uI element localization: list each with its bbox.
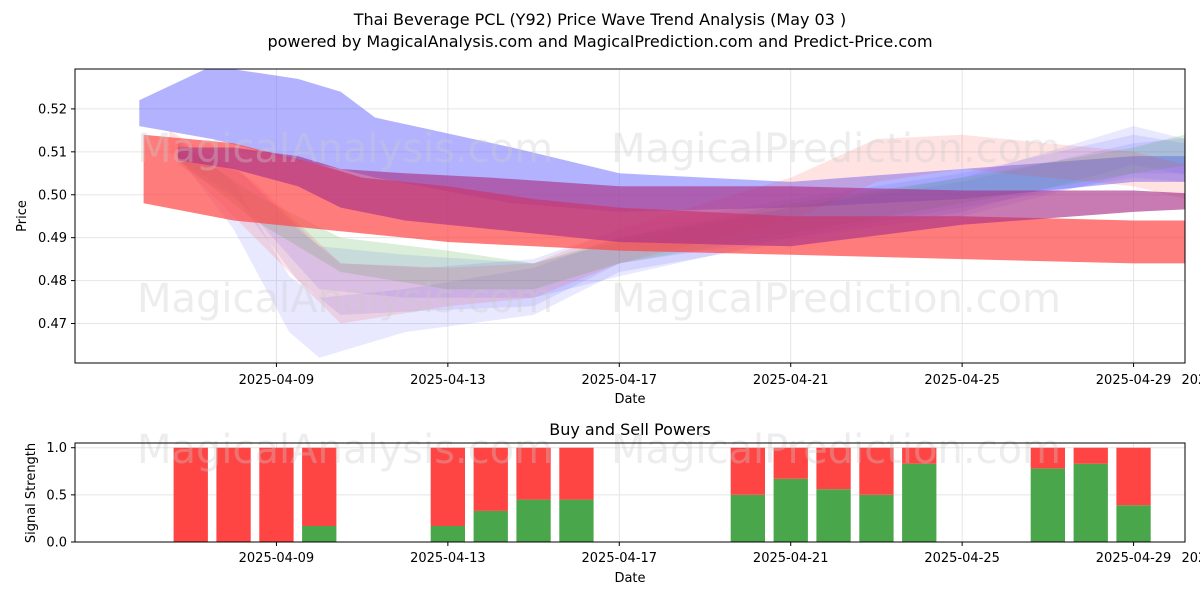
signal-xtick-label: 2025-04-25	[924, 551, 1000, 566]
sell-bar	[773, 447, 808, 479]
watermark-top-left: MagicalAnalysis.com	[137, 126, 553, 172]
buy-bar	[773, 478, 808, 542]
signal-chart-frame	[74, 442, 1186, 543]
buy-bar	[559, 499, 594, 542]
price-ytick-label: 0.49	[38, 231, 67, 246]
price-xtick-label: 2025-04-25	[924, 373, 1000, 388]
signal-xtick-label: 2025-04-29	[1096, 551, 1172, 566]
sell-bar	[173, 447, 208, 542]
buy-bar	[516, 499, 551, 542]
price-ytick-label: 0.50	[38, 188, 67, 203]
sell-bar	[816, 447, 851, 490]
watermark-mid-left: MagicalAnalysis.com	[137, 276, 553, 322]
signal-chart-xlabel: Date	[614, 571, 645, 586]
watermark-top-right: MagicalPrediction.com	[611, 126, 1061, 172]
price-chart-xlabel: Date	[614, 392, 645, 407]
signal-chart-title: Buy and Sell Powers	[549, 420, 711, 439]
price-xtick-label: 2025-04-29	[1096, 373, 1172, 388]
chart-title: Thai Beverage PCL (Y92) Price Wave Trend…	[353, 10, 846, 29]
sell-bar	[259, 447, 294, 542]
price-band-red-wave-main	[143, 134, 1185, 264]
buy-bar	[816, 489, 851, 542]
price-ytick-label: 0.48	[38, 274, 67, 289]
price-xtick-label: 2025-04-13	[410, 373, 486, 388]
price-ytick-label: 0.52	[38, 102, 67, 117]
price-band-blue-wave-d	[177, 138, 1185, 298]
price-xtick-label: 2025-04-17	[582, 373, 658, 388]
price-chart-panel: MagicalAnalysis.com MagicalPrediction.co…	[15, 68, 1200, 407]
price-ytick-label: 0.47	[38, 317, 67, 332]
chart-subtitle: powered by MagicalAnalysis.com and Magic…	[267, 32, 932, 51]
price-chart-x-ticks: 2025-04-09 2025-04-13 2025-04-17 2025-04-21…	[239, 363, 1200, 388]
price-xtick-label: 2025-05-01	[1182, 373, 1200, 388]
signal-chart-bars	[173, 447, 1151, 542]
signal-xtick-label: 2025-04-13	[410, 551, 486, 566]
signal-xtick-label: 2025-05-01	[1182, 551, 1200, 566]
signal-chart-panel: Buy and Sell Powers MagicalAnalysis.com …	[24, 420, 1200, 586]
buy-bar	[473, 510, 508, 542]
watermark-mid-right: MagicalPrediction.com	[611, 276, 1061, 322]
watermark-bottom-right: MagicalPrediction.com	[611, 427, 1061, 473]
signal-ytick-label: 0.0	[46, 536, 67, 551]
signal-chart-y-ticks: 0.0 0.5 1.0	[46, 441, 75, 551]
signal-ytick-label: 1.0	[46, 441, 67, 456]
sell-bar	[902, 447, 937, 464]
buy-bar	[902, 463, 937, 542]
price-ytick-label: 0.51	[38, 145, 67, 160]
buy-bar	[1116, 505, 1151, 542]
price-xtick-label: 2025-04-09	[239, 373, 315, 388]
buy-bar	[1073, 463, 1108, 542]
price-band-green-wave	[177, 134, 1185, 290]
price-chart-ylabel: Price	[15, 200, 30, 232]
sell-bar	[430, 447, 465, 526]
buy-bar	[1030, 468, 1065, 542]
sell-bar	[1073, 447, 1108, 464]
buy-bar	[302, 526, 337, 542]
watermark-bottom-left: MagicalAnalysis.com	[137, 427, 553, 473]
price-chart-y-ticks: 0.47 0.48 0.49 0.50 0.51 0.52	[38, 102, 75, 332]
signal-xtick-label: 2025-04-21	[753, 551, 829, 566]
sell-bar	[730, 447, 765, 495]
sell-bar	[859, 447, 894, 495]
price-chart-bands	[139, 69, 1185, 358]
price-xtick-label: 2025-04-21	[753, 373, 829, 388]
sell-bar	[1116, 447, 1151, 506]
buy-bar	[859, 494, 894, 542]
sell-bar	[473, 447, 508, 511]
signal-xtick-label: 2025-04-09	[239, 551, 315, 566]
buy-bar	[430, 526, 465, 542]
signal-xtick-label: 2025-04-17	[582, 551, 658, 566]
sell-bar	[516, 447, 551, 500]
signal-chart-ylabel: Signal Strength	[24, 443, 39, 543]
signal-ytick-label: 0.5	[46, 488, 67, 503]
signal-chart-x-ticks: 2025-04-09 2025-04-13 2025-04-17 2025-04-21…	[239, 542, 1200, 566]
sell-bar	[302, 447, 337, 526]
price-band-purple-wave	[177, 147, 1185, 247]
price-chart-frame	[74, 68, 1186, 364]
buy-bar	[730, 494, 765, 542]
sell-bar	[1030, 447, 1065, 469]
sell-bar	[559, 447, 594, 500]
sell-bar	[216, 447, 251, 542]
